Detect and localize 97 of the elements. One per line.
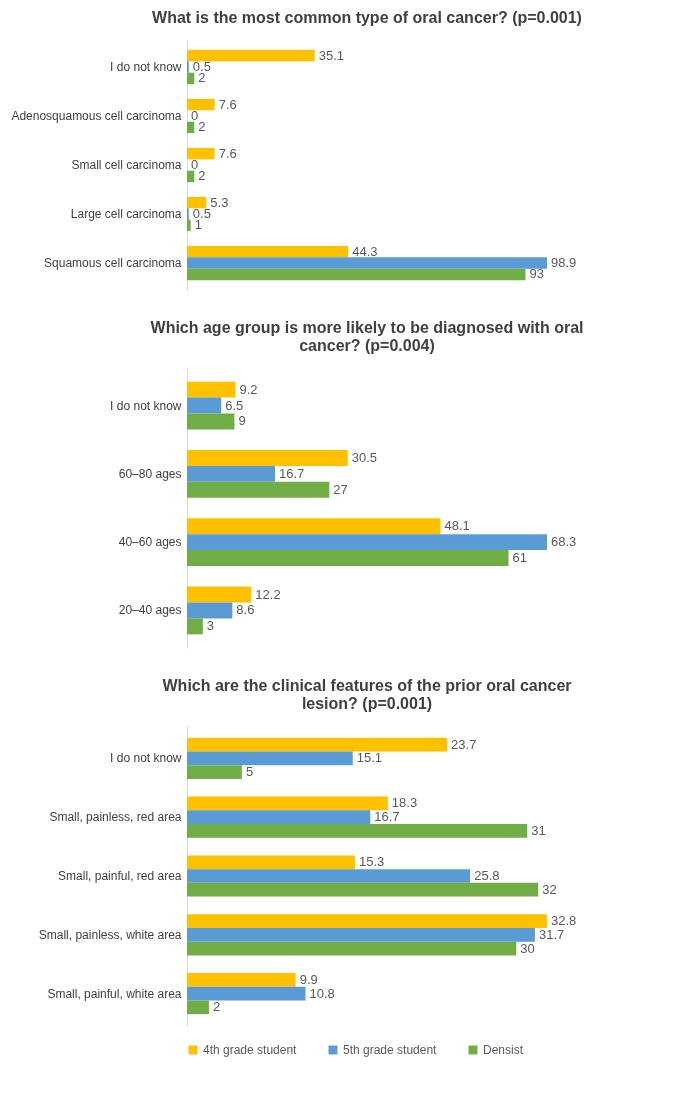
data-label: 8.6 <box>236 602 255 618</box>
bar <box>187 550 509 567</box>
bar <box>187 927 535 942</box>
bar <box>187 381 236 398</box>
y-tick-label: Squamous cell carcinoma <box>44 256 182 271</box>
data-label: 2 <box>198 119 206 135</box>
bar <box>187 170 195 183</box>
bar <box>187 882 539 897</box>
bar <box>187 986 306 1001</box>
legend-label: Densist <box>483 1043 524 1057</box>
bar <box>187 602 233 619</box>
data-label: 16.7 <box>279 465 305 481</box>
chart-title: Which are the clinical features of the prior oral cancer lesion? (p=0.001) <box>162 677 572 712</box>
data-label: 9 <box>238 413 246 429</box>
data-label: 48.1 <box>444 518 470 534</box>
data-label: 31.7 <box>538 926 565 942</box>
data-label: 23.7 <box>451 736 477 752</box>
data-label: 31 <box>531 822 546 838</box>
data-label: 35.1 <box>318 47 345 63</box>
data-label: 3 <box>206 618 215 634</box>
data-label: 5 <box>245 764 254 780</box>
y-tick-label: Small, painful, white area <box>47 986 182 1001</box>
data-label: 0 <box>191 157 199 172</box>
data-label: 9.9 <box>299 971 318 987</box>
y-tick-label: 40–60 ages <box>118 535 182 550</box>
y-tick-label: Adenosquamous cell carcinoma <box>11 108 182 123</box>
bar <box>187 765 242 779</box>
y-tick-label: 20–40 ages <box>118 603 182 618</box>
data-label: 68.3 <box>551 534 577 550</box>
bar <box>187 941 517 956</box>
data-label: 12.2 <box>255 586 281 602</box>
data-label: 15.3 <box>358 854 385 870</box>
bar <box>187 914 547 928</box>
bar <box>187 219 191 232</box>
bar <box>187 49 315 62</box>
bar <box>187 72 195 85</box>
bar <box>187 268 526 281</box>
bar <box>187 465 276 482</box>
y-tick-label: I do not know <box>110 398 182 413</box>
data-label: 98.9 <box>551 255 577 271</box>
data-label: 16.7 <box>374 809 400 825</box>
bar <box>187 855 355 870</box>
bar <box>187 245 349 258</box>
bar <box>187 534 547 551</box>
y-tick-label: Small, painless, red area <box>49 810 182 825</box>
data-label: 5.3 <box>210 194 229 210</box>
bar <box>187 1000 209 1015</box>
bar <box>187 397 222 414</box>
bar <box>187 737 448 752</box>
bar <box>187 257 547 269</box>
data-label: 10.8 <box>309 985 335 1001</box>
bar <box>187 98 215 111</box>
data-label: 2 <box>212 999 221 1015</box>
data-label: 15.1 <box>356 750 383 766</box>
bar <box>187 586 252 603</box>
legend-label: 4th grade student <box>203 1043 298 1057</box>
y-tick-label: Small, painful, red area <box>58 869 182 883</box>
chart-title: What is the most common type of oral cancer? (p=0.001) <box>152 9 582 26</box>
bar <box>187 869 471 883</box>
bar <box>187 147 215 160</box>
bar <box>187 810 371 825</box>
data-label: 30.5 <box>351 449 378 465</box>
bar <box>187 751 353 766</box>
data-label: 9.2 <box>239 381 258 397</box>
bar <box>187 449 348 466</box>
y-tick-label: I do not know <box>110 59 182 74</box>
bar <box>187 413 235 430</box>
data-label: 32.8 <box>551 913 577 929</box>
data-label: 7.6 <box>218 145 237 161</box>
data-label: 27 <box>333 481 348 497</box>
data-label: 2 <box>198 168 206 184</box>
chart-title: Which age group is more likely to be diagnosed with oral cancer? (p=0.004) <box>150 319 584 354</box>
y-tick-label: Small cell carcinoma <box>71 158 182 172</box>
data-label: 25.8 <box>474 868 500 883</box>
bar <box>187 973 296 987</box>
y-tick-label: I do not know <box>110 751 182 766</box>
legend-label: 5th grade student <box>343 1043 438 1057</box>
y-tick-label: 60–80 ages <box>118 466 182 481</box>
bar <box>187 796 388 811</box>
data-label: 93 <box>529 266 544 282</box>
bar <box>187 196 207 209</box>
y-tick-label: Large cell carcinoma <box>70 207 182 222</box>
data-label: 1 <box>194 217 202 233</box>
data-label: 18.3 <box>391 795 418 811</box>
data-label: 6.5 <box>225 397 244 413</box>
bar <box>187 481 330 498</box>
data-label: 44.3 <box>352 243 378 259</box>
bar <box>187 121 195 134</box>
data-label: 0 <box>191 107 199 123</box>
data-label: 30 <box>520 940 535 956</box>
bar <box>187 618 203 635</box>
bar <box>187 824 528 838</box>
data-label: 61 <box>512 550 527 566</box>
bar <box>187 518 441 535</box>
data-label: 7.6 <box>218 96 237 112</box>
data-label: 32 <box>542 881 557 897</box>
y-tick-label: Small, painless, white area <box>38 927 182 942</box>
